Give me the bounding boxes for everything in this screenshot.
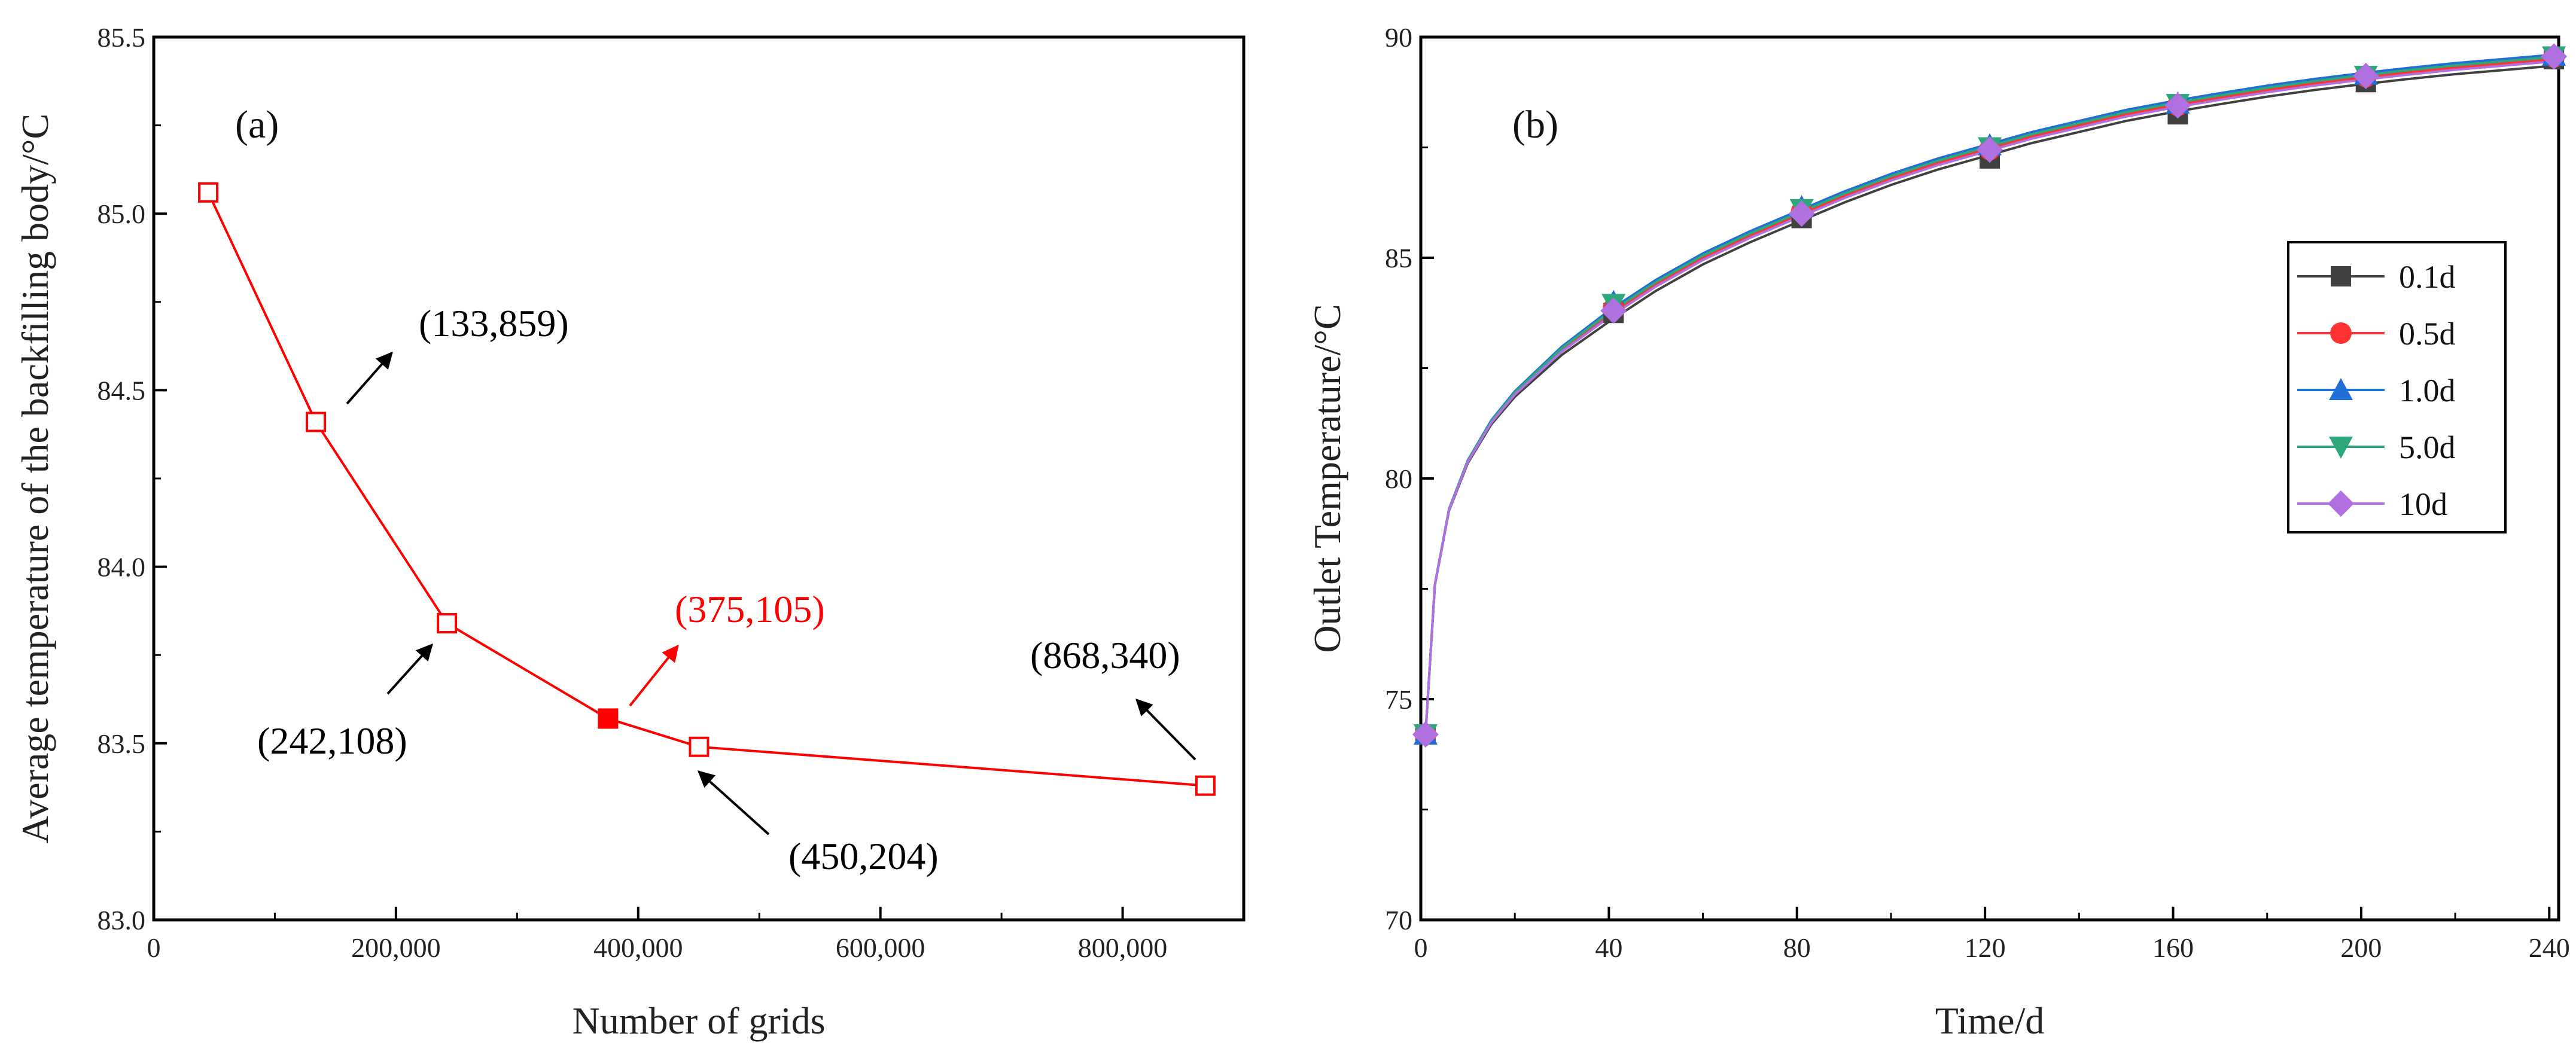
a-ytick-label: 83.5 [98, 728, 146, 759]
legend-label-1.0d: 1.0d [2399, 373, 2456, 408]
panel-b-legend: 0.1d 0.5d 1.0d 5.0d 10d [2287, 241, 2507, 533]
a-ytick-label: 85.5 [98, 22, 146, 53]
a-ytick-label: 83.0 [98, 905, 146, 935]
annotation-375105: (375,105) [675, 588, 825, 630]
panel-b-label: (b) [1512, 103, 1558, 147]
panel-b-ticks: 0 40 80 120 160 200 240 70 75 80 85 90 [1385, 22, 2570, 963]
b-series-line-10d [1424, 60, 2554, 735]
a-point [1195, 775, 1216, 796]
b-series-line-5.0d [1424, 56, 2554, 735]
b-ytick-label: 70 [1385, 905, 1412, 935]
a-xtick-label: 800,000 [1078, 932, 1168, 963]
b-point-10d [2352, 62, 2379, 89]
b-xtick-label: 240 [2529, 932, 2570, 963]
arrow-450204 [697, 770, 770, 836]
b-point-10d [1977, 136, 2003, 163]
a-point [198, 182, 219, 203]
panel-a: 0 200,000 400,000 600,000 800,000 83.0 83.5 84.… [14, 22, 1246, 1042]
b-point-10d [1600, 297, 1627, 324]
b-xtick-label: 200 [2340, 932, 2382, 963]
panel-b-xlabel: Time/d [1935, 999, 2045, 1042]
b-point-10d [2164, 92, 2191, 119]
legend-marker-0.5d [2330, 322, 2352, 344]
a-point [437, 613, 458, 634]
b-xtick-label: 0 [1414, 932, 1428, 963]
panel-a-series [198, 182, 1216, 796]
b-ytick-label: 80 [1385, 464, 1412, 494]
b-xtick-label: 160 [2152, 932, 2194, 963]
legend-marker-1.0d [2329, 378, 2353, 400]
b-xtick-label: 80 [1783, 932, 1811, 963]
legend-label-5.0d: 5.0d [2399, 429, 2456, 465]
a-xtick-label: 400,000 [593, 932, 683, 963]
legend-label-10d: 10d [2399, 486, 2447, 522]
panel-a-label: (a) [235, 103, 279, 147]
a-ytick-label: 84.0 [98, 552, 146, 583]
a-xtick-label: 600,000 [836, 932, 925, 963]
arrow-375105 [629, 644, 679, 707]
a-ytick-label: 84.5 [98, 375, 146, 406]
a-point-highlight [598, 708, 619, 729]
panel-b-ylabel: Outlet Temperature/°C [1306, 304, 1348, 653]
panel-a-ticks: 0 200,000 400,000 600,000 800,000 83.0 83.5 84.… [98, 22, 1168, 963]
legend-marker-10d [2328, 490, 2354, 517]
legend-label-0.5d: 0.5d [2399, 316, 2456, 352]
panel-a-ylabel: Average temperature of the backfilling b… [14, 114, 56, 843]
panel-b: 0 40 80 120 160 200 240 70 75 80 85 90 (b) 0.1d 0.5d… [1306, 22, 2570, 1042]
b-point-10d [1412, 721, 1439, 748]
b-series-line-0.1d [1424, 64, 2554, 735]
b-xtick-label: 40 [1595, 932, 1622, 963]
panel-a-xlabel: Number of grids [572, 999, 825, 1042]
b-ytick-label: 75 [1385, 684, 1412, 715]
legend-label-0.1d: 0.1d [2399, 259, 2456, 295]
annotation-450204: (450,204) [788, 835, 939, 877]
a-xtick-label: 200,000 [351, 932, 441, 963]
a-point [305, 411, 326, 432]
annotation-242108: (242,108) [257, 719, 407, 762]
panel-a-arrows [346, 351, 1196, 836]
panel-a-frame [152, 35, 1246, 922]
b-ytick-label: 90 [1385, 22, 1412, 53]
a-point [689, 736, 710, 757]
b-point-10d [2541, 43, 2568, 70]
arrow-868340 [1135, 699, 1196, 761]
arrow-242108 [386, 643, 433, 695]
panel-b-series [1412, 43, 2568, 748]
b-point-10d [1788, 200, 1815, 227]
a-series-line [207, 191, 1206, 787]
annotation-868340: (868,340) [1030, 634, 1180, 676]
legend-marker-0.1d [2331, 266, 2351, 286]
b-xtick-label: 120 [1965, 932, 2006, 963]
b-ytick-label: 85 [1385, 243, 1412, 273]
annotation-133859: (133,859) [419, 302, 569, 344]
a-xtick-label: 0 [147, 932, 161, 963]
a-ytick-label: 85.0 [98, 199, 146, 229]
arrow-133859 [346, 351, 393, 405]
legend-box [2287, 241, 2507, 533]
legend-marker-5.0d [2329, 437, 2353, 459]
